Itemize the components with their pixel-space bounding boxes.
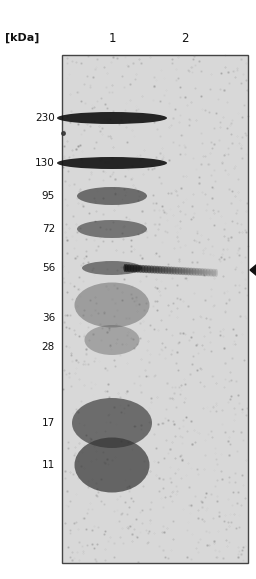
Ellipse shape (190, 267, 193, 276)
Ellipse shape (165, 266, 168, 274)
Text: 11: 11 (42, 460, 55, 470)
Ellipse shape (185, 267, 189, 276)
Ellipse shape (206, 269, 209, 276)
Text: 130: 130 (35, 158, 55, 168)
Ellipse shape (189, 267, 192, 276)
Ellipse shape (215, 269, 218, 277)
Ellipse shape (172, 266, 175, 274)
Ellipse shape (126, 264, 130, 272)
Ellipse shape (184, 267, 187, 275)
Ellipse shape (131, 265, 134, 272)
Ellipse shape (157, 266, 161, 274)
Ellipse shape (212, 269, 215, 277)
Ellipse shape (193, 267, 196, 276)
Text: 230: 230 (35, 113, 55, 123)
Ellipse shape (207, 269, 210, 277)
Ellipse shape (195, 268, 198, 276)
Ellipse shape (128, 264, 131, 272)
Ellipse shape (148, 265, 151, 273)
Ellipse shape (141, 265, 144, 273)
Ellipse shape (139, 265, 142, 273)
Ellipse shape (137, 265, 141, 273)
Ellipse shape (202, 268, 206, 276)
Ellipse shape (74, 438, 150, 493)
Ellipse shape (156, 266, 159, 274)
Ellipse shape (153, 266, 156, 274)
Ellipse shape (125, 264, 128, 272)
Text: 72: 72 (42, 224, 55, 234)
Ellipse shape (176, 267, 179, 275)
Ellipse shape (123, 264, 126, 272)
Polygon shape (250, 248, 256, 292)
Ellipse shape (209, 269, 212, 277)
Ellipse shape (136, 265, 139, 273)
Ellipse shape (57, 157, 167, 169)
Text: 1: 1 (108, 31, 116, 45)
Ellipse shape (175, 267, 178, 275)
Ellipse shape (161, 266, 164, 274)
Ellipse shape (187, 267, 190, 276)
Ellipse shape (144, 265, 147, 273)
Ellipse shape (213, 269, 217, 277)
Ellipse shape (147, 265, 150, 273)
Ellipse shape (72, 398, 152, 448)
Ellipse shape (201, 268, 204, 276)
Ellipse shape (196, 268, 199, 276)
Ellipse shape (84, 325, 140, 355)
Ellipse shape (130, 265, 133, 272)
Text: 95: 95 (42, 191, 55, 201)
Ellipse shape (133, 265, 136, 273)
Ellipse shape (167, 266, 170, 274)
Ellipse shape (199, 268, 202, 276)
Text: 17: 17 (42, 418, 55, 428)
Ellipse shape (198, 268, 201, 276)
Ellipse shape (57, 112, 167, 124)
Text: 2: 2 (181, 31, 189, 45)
Ellipse shape (168, 266, 172, 274)
Ellipse shape (173, 267, 176, 274)
Text: 36: 36 (42, 313, 55, 323)
Ellipse shape (178, 267, 181, 275)
Bar (62, 55, 248, 563)
Ellipse shape (204, 268, 207, 276)
Ellipse shape (162, 266, 165, 274)
Text: 56: 56 (42, 263, 55, 273)
Ellipse shape (154, 266, 157, 274)
Ellipse shape (170, 266, 173, 274)
Ellipse shape (164, 266, 167, 274)
Ellipse shape (134, 265, 137, 273)
Ellipse shape (179, 267, 182, 275)
Ellipse shape (151, 266, 154, 273)
Ellipse shape (210, 269, 213, 277)
Ellipse shape (150, 265, 153, 273)
Ellipse shape (192, 267, 195, 276)
Ellipse shape (181, 267, 184, 275)
Ellipse shape (77, 220, 147, 238)
Text: 28: 28 (42, 342, 55, 352)
Ellipse shape (159, 266, 162, 274)
Text: [kDa]: [kDa] (5, 33, 39, 43)
Ellipse shape (82, 261, 142, 275)
Ellipse shape (74, 283, 150, 328)
Ellipse shape (77, 187, 147, 205)
Ellipse shape (145, 265, 148, 273)
Ellipse shape (142, 265, 145, 273)
Ellipse shape (182, 267, 185, 275)
